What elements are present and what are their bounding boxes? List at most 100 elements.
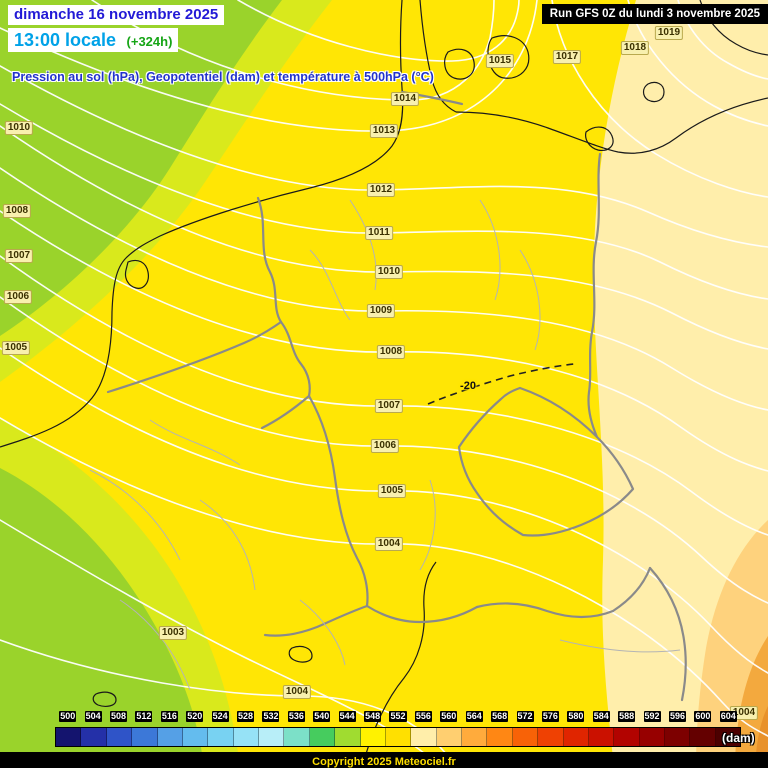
- temperature-contour: [427, 363, 575, 405]
- scale-color-cell: [233, 728, 259, 746]
- border-fr-de-rhine: [307, 394, 369, 608]
- scale-color-cell: [208, 728, 234, 746]
- scale-color-cell: [106, 728, 133, 746]
- isobar-1009: [0, 167, 768, 411]
- scale-tick: 508: [110, 711, 128, 722]
- lake-constance: [288, 645, 313, 663]
- scale-tick: 572: [516, 711, 534, 722]
- border-czech: [457, 386, 635, 537]
- scale-tick: 592: [643, 711, 661, 722]
- isobar-1012: [0, 65, 768, 248]
- scale-color-cell: [284, 728, 310, 746]
- isobar-1010: [0, 125, 768, 350]
- scale-color-cell: [132, 728, 158, 746]
- scale-tick: 560: [440, 711, 458, 722]
- scale-tick: 524: [211, 711, 229, 722]
- coastline-baltic: [455, 97, 768, 154]
- scale-tick: 548: [364, 711, 382, 722]
- border-ch-de: [365, 604, 479, 624]
- scale-color-cell: [56, 728, 82, 746]
- coastline-jutland-east: [419, 0, 457, 113]
- scale-color-cell: [563, 728, 589, 746]
- scale-tick: 580: [567, 711, 585, 722]
- border-at-east: [611, 566, 652, 613]
- scale-color-cell: [385, 728, 412, 746]
- scale-tick: 520: [186, 711, 204, 722]
- scale-color-cell: [81, 728, 107, 746]
- scale-color-cell: [436, 728, 462, 746]
- border-de-at: [475, 602, 615, 619]
- scale-tick: 532: [262, 711, 280, 722]
- scale-color-cell: [538, 728, 564, 746]
- coastline-ijsselmeer: [124, 259, 149, 289]
- border-nl-de: [256, 196, 283, 324]
- scale-tick: 564: [465, 711, 483, 722]
- scale-tick: 504: [84, 711, 102, 722]
- isobar-1011: [0, 103, 768, 300]
- scale-tick: 516: [160, 711, 178, 722]
- scale-tick: 556: [414, 711, 432, 722]
- coastline-funen: [444, 48, 475, 80]
- scale-tick: 588: [618, 711, 636, 722]
- region-green-sw: [0, 468, 204, 768]
- scale-tick-row: 500 504 508 512 516 520 524 528 532 536 540 544 548 5…: [55, 711, 741, 722]
- border-ch-fr: [263, 604, 369, 637]
- scale-tick: 576: [541, 711, 559, 722]
- isobar-1015: [237, 0, 520, 62]
- scale-color-cell: [588, 728, 615, 746]
- isobar-1005: [0, 347, 768, 674]
- scale-color-cell: [360, 728, 386, 746]
- scale-tick: 604: [719, 711, 737, 722]
- scale-tick: 500: [59, 711, 77, 722]
- border-be-nl: [106, 320, 283, 394]
- border-be-de: [279, 320, 311, 398]
- copyright-text: Copyright 2025 Meteociel.fr: [312, 756, 456, 768]
- forecast-time: 13:00 locale: [14, 30, 117, 50]
- scale-color-cell: [309, 728, 336, 746]
- scale-color-cell: [259, 728, 285, 746]
- lake-geneva: [92, 691, 117, 707]
- scale-tick: 512: [135, 711, 153, 722]
- regional-borders: [89, 199, 681, 691]
- coastline-ruegen: [585, 126, 614, 151]
- scale-tick: 584: [592, 711, 610, 722]
- isobar-1008: [0, 210, 768, 472]
- scale-color-cell: [182, 728, 209, 746]
- border-at-hu: [648, 566, 687, 702]
- border-de-pl-oder: [587, 152, 602, 439]
- isobar-1018: [627, 0, 768, 127]
- isobar-1004: [0, 417, 768, 737]
- scale-color-bar: [55, 727, 741, 747]
- scale-tick: 600: [694, 711, 712, 722]
- scale-color-cell: [335, 728, 361, 746]
- forecast-offset: (+324h): [126, 34, 173, 49]
- scale-color-cell: [462, 728, 488, 746]
- scale-tick: 528: [237, 711, 255, 722]
- coastline-northsea: [0, 0, 404, 448]
- footer-bar: Copyright 2025 Meteociel.fr: [0, 752, 768, 768]
- region-green-nw: [0, 0, 282, 336]
- scale-tick: 568: [491, 711, 509, 722]
- isobar-1007: [0, 255, 768, 536]
- scale-color-cell: [411, 728, 437, 746]
- run-info-box: Run GFS 0Z du lundi 3 novembre 2025: [541, 4, 768, 24]
- border-fr-be: [260, 394, 311, 430]
- map-subtitle: Pression au sol (hPa), Geopotentiel (dam…: [12, 70, 434, 84]
- scale-unit: (dam): [722, 731, 755, 745]
- isobar-1006: [0, 296, 768, 604]
- country-borders: [106, 90, 687, 702]
- scale-tick: 540: [313, 711, 331, 722]
- scale-tick: 544: [338, 711, 356, 722]
- coastline-bornholm: [642, 81, 665, 103]
- scale-color-cell: [487, 728, 513, 746]
- forecast-time-box: 13:00 locale (+324h): [8, 28, 179, 52]
- isobar-1017: [551, 0, 768, 198]
- scale-color-cell: [157, 728, 183, 746]
- scale-color-cell: [690, 728, 716, 746]
- coastline-adriatic: [361, 561, 437, 768]
- scale-color-cell: [715, 728, 741, 746]
